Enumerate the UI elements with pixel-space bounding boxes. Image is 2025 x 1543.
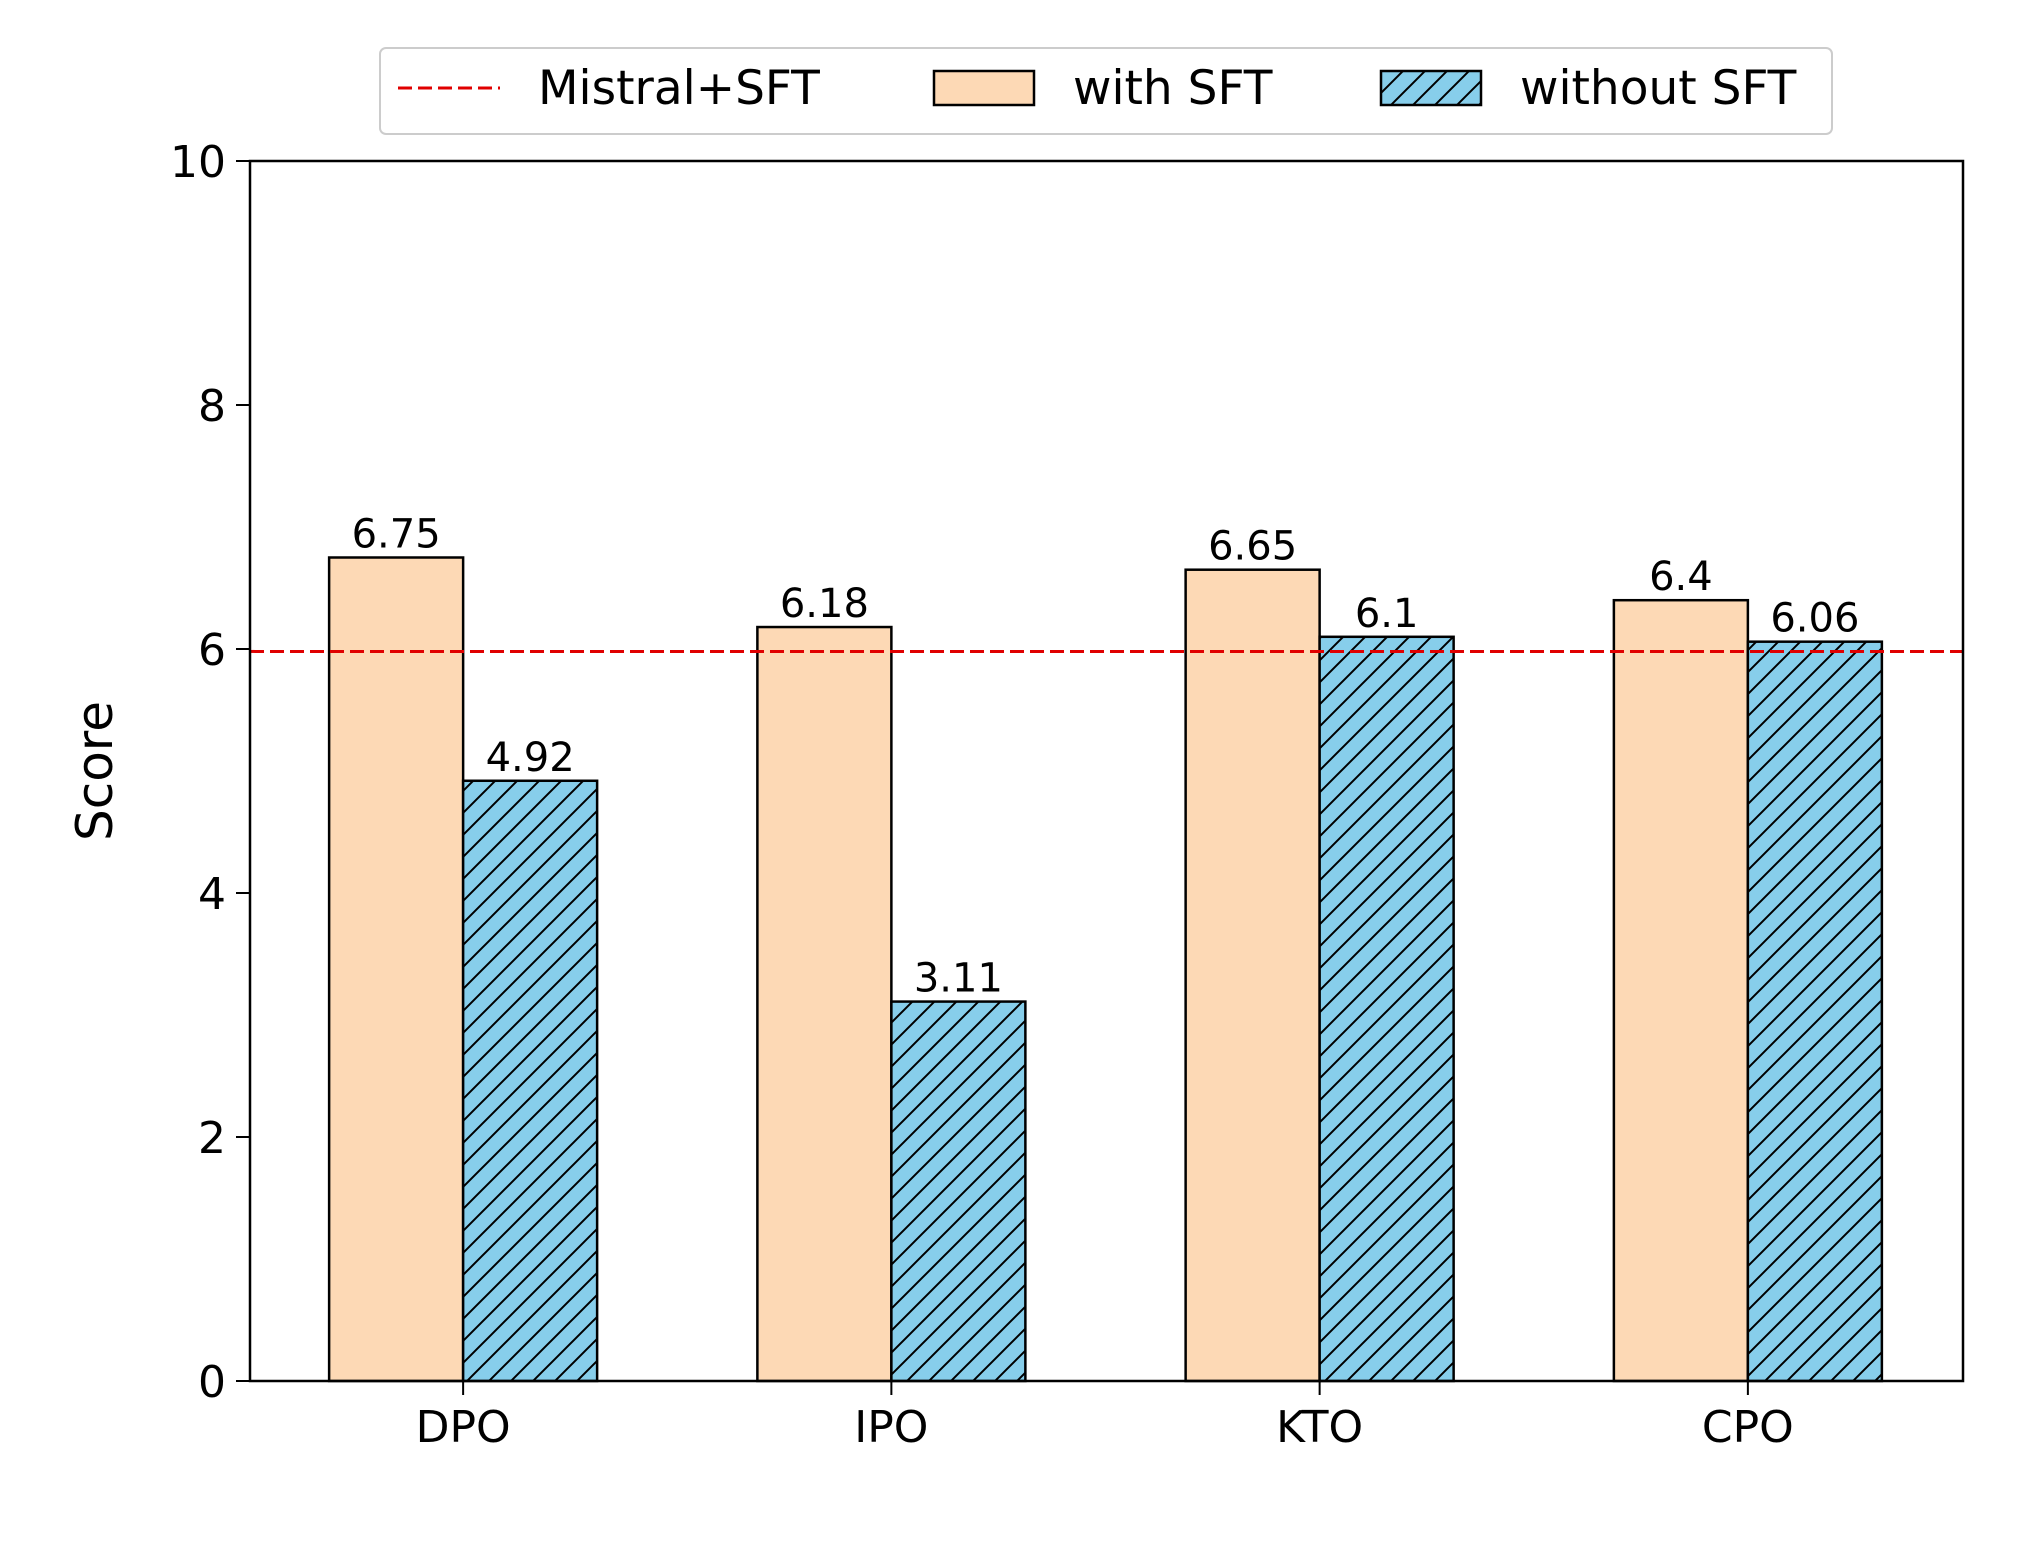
x-tick-label: KTO: [1276, 1402, 1363, 1453]
bar-data-label: 6.18: [780, 581, 869, 627]
legend-box: [379, 47, 1833, 135]
x-tick-label: IPO: [854, 1402, 928, 1453]
x-tick-label: DPO: [416, 1402, 511, 1453]
bar-with-sft: [1613, 600, 1748, 1381]
bar-hatch: [1747, 641, 1882, 1381]
y-axis-title: Score: [66, 701, 124, 841]
y-tick-label: 8: [198, 381, 226, 432]
bar-hatch: [463, 780, 598, 1381]
bar-data-label: 3.11: [914, 956, 1003, 1002]
bar-data-label: 6.75: [352, 512, 441, 558]
bar-data-label: 4.92: [486, 735, 575, 781]
legend-label-with-sft: with SFT: [1073, 61, 1273, 116]
y-tick-label: 6: [198, 625, 226, 676]
bar-with-sft: [1185, 569, 1320, 1381]
bar-with-sft: [757, 627, 892, 1381]
legend-label-mistral-sft: Mistral+SFT: [538, 61, 820, 116]
y-tick-label: 10: [170, 137, 226, 188]
legend: Mistral+SFT with SFT without SFT: [379, 47, 1833, 135]
y-tick-label: 2: [198, 1113, 226, 1164]
bar-with-sft: [329, 557, 464, 1381]
plot-area: 0 2 4 6 8 10 Score 6.75 4.92 DPO 6.18 3.11 IPO 6.65 6.…: [66, 137, 1965, 1453]
bar-data-label: 6.4: [1649, 554, 1713, 600]
legend-swatch-hatch: [1379, 69, 1483, 107]
bar-hatch: [891, 1001, 1026, 1381]
legend-label-without-sft: without SFT: [1520, 61, 1797, 116]
bar-data-label: 6.65: [1208, 524, 1297, 570]
bar-data-label: 6.06: [1770, 596, 1859, 642]
y-tick-label: 4: [198, 869, 226, 920]
plot-frame: [248, 159, 1965, 1383]
bar-hatch: [1319, 636, 1454, 1381]
bar-data-label: 6.1: [1355, 591, 1419, 637]
x-tick-label: CPO: [1702, 1402, 1794, 1453]
legend-swatch-with-sft: [932, 69, 1036, 107]
y-tick-label: 0: [198, 1357, 226, 1408]
